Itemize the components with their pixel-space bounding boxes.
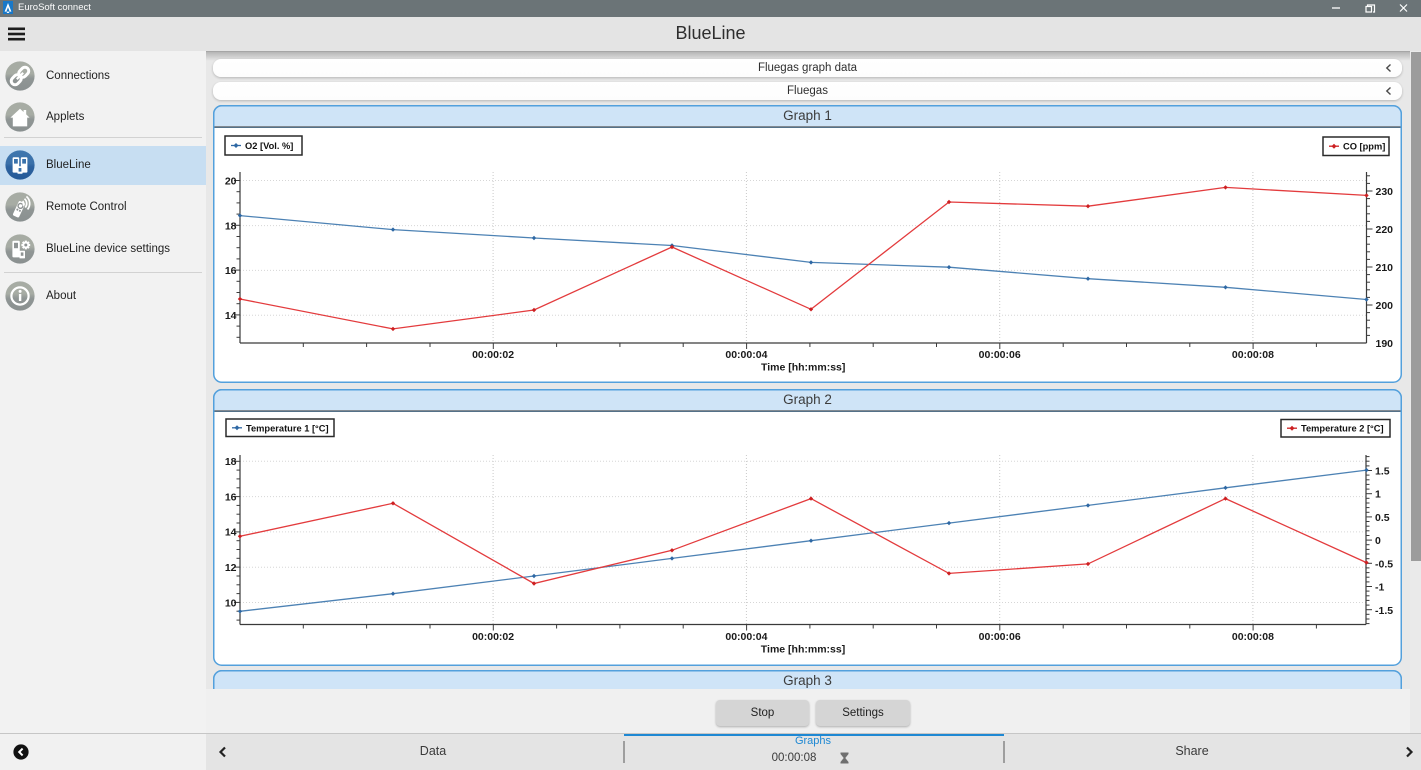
svg-text:14: 14 bbox=[225, 526, 237, 538]
svg-text:Graph 3: Graph 3 bbox=[783, 673, 832, 688]
svg-text:18: 18 bbox=[225, 220, 237, 232]
svg-text:Graph 1: Graph 1 bbox=[783, 108, 832, 123]
svg-text:Time [hh:mm:ss]: Time [hh:mm:ss] bbox=[761, 643, 845, 655]
svg-text:0: 0 bbox=[1375, 535, 1381, 547]
svg-text:16: 16 bbox=[225, 491, 237, 503]
svg-text:1: 1 bbox=[1375, 488, 1381, 500]
svg-text:00:00:04: 00:00:04 bbox=[725, 349, 767, 361]
svg-text:00:00:02: 00:00:02 bbox=[472, 630, 514, 642]
svg-text:00:00:06: 00:00:06 bbox=[979, 630, 1021, 642]
svg-text:00:00:06: 00:00:06 bbox=[979, 349, 1021, 361]
svg-text:220: 220 bbox=[1376, 224, 1394, 236]
svg-text:1.5: 1.5 bbox=[1375, 465, 1390, 477]
svg-text:12: 12 bbox=[225, 562, 237, 574]
svg-text:14: 14 bbox=[225, 310, 237, 322]
svg-text:200: 200 bbox=[1376, 300, 1394, 312]
svg-text:0.5: 0.5 bbox=[1375, 511, 1390, 523]
svg-text:190: 190 bbox=[1376, 338, 1394, 350]
svg-text:-1: -1 bbox=[1375, 581, 1384, 593]
svg-text:18: 18 bbox=[225, 456, 237, 468]
svg-text:16: 16 bbox=[225, 265, 237, 277]
svg-text:00:00:02: 00:00:02 bbox=[472, 349, 514, 361]
svg-text:10: 10 bbox=[225, 597, 237, 609]
svg-text:230: 230 bbox=[1376, 186, 1394, 198]
svg-text:00:00:04: 00:00:04 bbox=[725, 630, 767, 642]
svg-text:O2 [Vol. %]: O2 [Vol. %] bbox=[245, 141, 293, 151]
svg-text:Temperature 1 [°C]: Temperature 1 [°C] bbox=[246, 423, 329, 433]
svg-text:210: 210 bbox=[1376, 262, 1394, 274]
svg-text:00:00:08: 00:00:08 bbox=[1232, 630, 1274, 642]
svg-text:CO [ppm]: CO [ppm] bbox=[1343, 142, 1385, 152]
svg-text:20: 20 bbox=[225, 175, 237, 187]
svg-text:Time [hh:mm:ss]: Time [hh:mm:ss] bbox=[761, 361, 845, 373]
svg-text:00:00:08: 00:00:08 bbox=[1232, 349, 1274, 361]
svg-text:-0.5: -0.5 bbox=[1375, 558, 1393, 570]
svg-text:Temperature 2 [°C]: Temperature 2 [°C] bbox=[1301, 423, 1384, 433]
svg-text:-1.5: -1.5 bbox=[1375, 604, 1393, 616]
svg-text:Graph 2: Graph 2 bbox=[783, 391, 832, 406]
